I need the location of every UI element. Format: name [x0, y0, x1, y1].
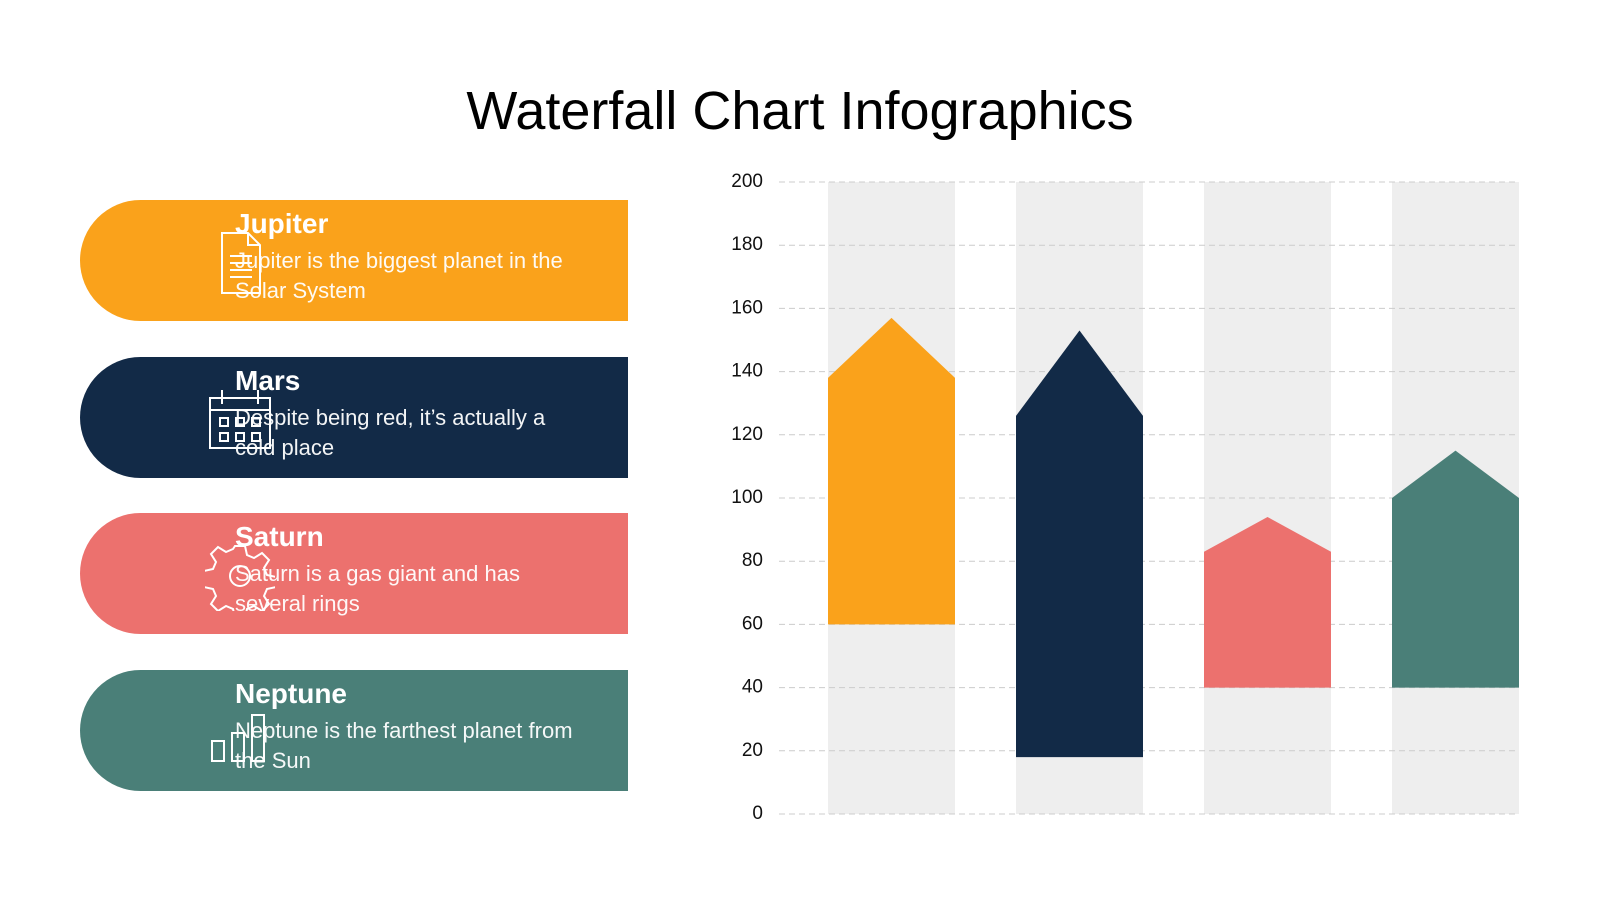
panel-title: Neptune [235, 678, 347, 709]
panel-title: Saturn [235, 521, 324, 552]
y-tick-label: 100 [731, 487, 763, 508]
panel: Neptune Neptune is the farthest planet f… [80, 670, 628, 791]
panel: Mars Despite being red, it’s actually a … [80, 357, 628, 478]
document-icon [221, 232, 261, 294]
y-tick-label: 120 [731, 424, 763, 445]
arrow-bar [1204, 516, 1331, 688]
y-tick-label: 40 [742, 677, 763, 698]
slide-title: Waterfall Chart Infographics [466, 81, 1134, 141]
panel: Saturn Saturn is a gas giant and has sev… [80, 513, 628, 634]
y-tick-label: 160 [731, 297, 763, 318]
panel-description: Neptune is the farthest planet from the … [235, 718, 573, 773]
panel-title: Mars [235, 365, 301, 396]
panel-description: Despite being red, it’s actually a cold … [235, 405, 546, 460]
panel-description: Saturn is a gas giant and has several ri… [235, 561, 520, 616]
y-tick-label: 80 [742, 550, 763, 571]
arrow-bar [828, 317, 955, 625]
gear-icon [205, 545, 275, 611]
arrow-bar [1392, 450, 1519, 688]
arrow-bar [1016, 330, 1143, 758]
panel-title: Jupiter [235, 208, 329, 239]
y-tick-label: 140 [731, 361, 763, 382]
bars-icon [211, 714, 265, 762]
panel: Jupiter Jupiter is the biggest planet in… [80, 200, 628, 321]
y-tick-label: 200 [731, 171, 763, 192]
panel-description: Jupiter is the biggest planet in the Sol… [235, 248, 563, 303]
y-tick-label: 20 [742, 740, 763, 761]
y-tick-label: 180 [731, 234, 763, 255]
calendar-icon [209, 390, 271, 449]
y-tick-label: 60 [742, 613, 763, 634]
y-tick-label: 0 [752, 803, 763, 824]
